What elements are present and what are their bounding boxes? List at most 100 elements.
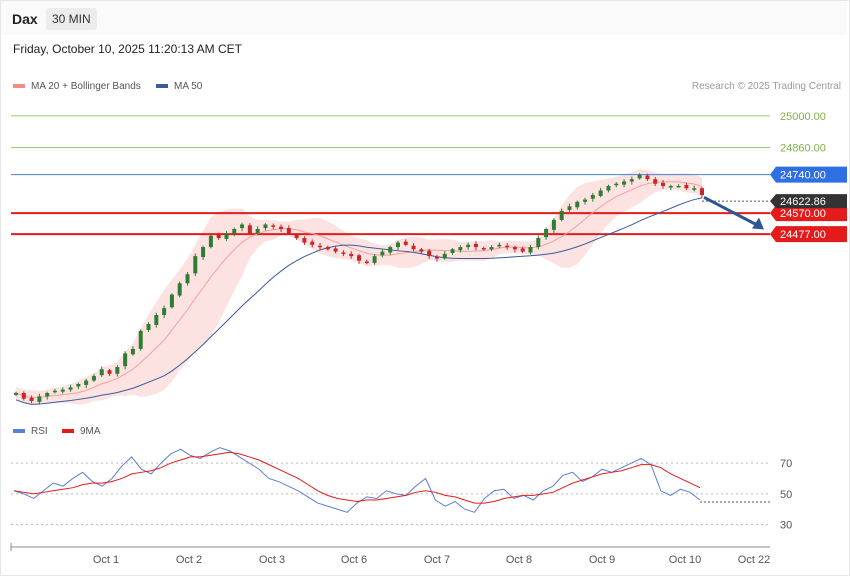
candle-body: [232, 228, 237, 234]
level-tag-24740.00: [770, 166, 847, 183]
candle-body: [512, 247, 517, 250]
x-tick-label: Oct 10: [669, 554, 701, 566]
ticker-label: Dax: [12, 11, 38, 27]
candle-body: [575, 201, 580, 208]
candle-body: [692, 188, 697, 190]
candle-body: [99, 369, 104, 376]
level-tag-24570.00: [770, 205, 847, 222]
candle-body: [505, 245, 510, 248]
candle-body: [341, 252, 346, 255]
x-tick-label: Oct 9: [589, 554, 615, 566]
candle-body: [37, 396, 42, 402]
candle-body: [661, 182, 666, 186]
candle-body: [403, 241, 408, 245]
candle-body: [427, 250, 432, 257]
x-tick-label: Oct 2: [176, 554, 202, 566]
candle-body: [294, 234, 299, 239]
x-tick-label: Oct 8: [506, 554, 532, 566]
candle-body: [419, 249, 424, 252]
ma50-line: [15, 197, 703, 405]
candle-body: [169, 294, 174, 308]
candle-body: [333, 248, 338, 252]
candle-body: [84, 380, 89, 385]
candle-body: [193, 256, 198, 274]
top-bar: Dax 30 MIN: [1, 1, 847, 35]
legend-label: 9MA: [80, 426, 101, 437]
ma20-line: [15, 181, 703, 399]
candle-body: [357, 255, 361, 261]
candle-body: [458, 247, 463, 251]
candle-body: [216, 234, 221, 239]
candle-body: [395, 242, 400, 248]
candle-body: [497, 244, 502, 247]
candle-body: [45, 393, 50, 397]
candle-body: [473, 243, 478, 248]
candle-body: [481, 247, 486, 250]
candle-body: [318, 245, 323, 248]
candle-body: [21, 393, 26, 399]
copyright-label: Research © 2025 Trading Central: [691, 81, 841, 92]
x-tick-label: Oct 7: [424, 554, 450, 566]
candle-body: [411, 245, 416, 250]
candle-body: [528, 247, 533, 253]
datetime-label: Friday, October 10, 2025 11:20:13 AM CET: [13, 42, 243, 56]
candle-body: [286, 228, 291, 234]
level-label-24740.00: 24740.00: [780, 170, 826, 182]
level-tag-24477.00: [770, 226, 847, 243]
candle-body: [598, 190, 603, 196]
candle-body: [614, 183, 619, 186]
candle-body: [520, 248, 525, 252]
candle-body: [162, 308, 167, 315]
legend-item-ma50: MA 50: [156, 81, 202, 92]
level-label-25000.00: 25000.00: [780, 111, 826, 123]
candle-body: [583, 199, 588, 202]
candle-body: [434, 257, 439, 259]
candle-body: [185, 274, 190, 284]
candle-body: [567, 206, 572, 210]
candle-body: [146, 324, 151, 330]
ma50-swatch: [156, 84, 168, 89]
candle-body: [372, 256, 377, 263]
last-price-tag: [770, 194, 847, 209]
candle-body: [263, 224, 268, 229]
candle-body: [138, 330, 143, 349]
candle-body: [271, 225, 276, 227]
candle-body: [489, 247, 494, 250]
candle-body: [115, 367, 120, 374]
ma20-swatch: [13, 84, 25, 89]
candle-body: [76, 383, 81, 387]
x-tick-label: Oct 22: [738, 554, 770, 566]
candle-body: [544, 228, 549, 238]
legend-label: MA 50: [174, 81, 203, 92]
candle-body: [247, 225, 252, 234]
candle-body: [606, 185, 611, 191]
candle-body: [224, 233, 229, 239]
candle-body: [154, 314, 159, 325]
x-tick-label: Oct 1: [93, 554, 119, 566]
legend-label: MA 20 + Bollinger Bands: [31, 81, 141, 92]
candle-body: [676, 185, 681, 188]
candle-body: [201, 247, 206, 258]
bollinger-band: [16, 169, 702, 405]
x-tick-label: Oct 6: [341, 554, 367, 566]
candle-body: [645, 175, 650, 180]
candle-body: [52, 390, 57, 393]
interval-button[interactable]: 30 MIN: [46, 8, 97, 30]
candle-body: [279, 226, 284, 229]
candle-body: [208, 235, 213, 248]
candle-body: [91, 376, 96, 381]
forecast-arrow-head: [752, 217, 764, 230]
rsi-ma-swatch: [62, 429, 74, 434]
forecast-arrow: [703, 195, 759, 227]
legend-item-rsi: RSI: [13, 426, 48, 437]
candle-body: [364, 261, 369, 264]
candle-body: [442, 253, 447, 259]
candle-body: [629, 179, 634, 182]
candle-body: [668, 185, 673, 188]
rsi-swatch: [13, 429, 25, 434]
rsi-line: [13, 447, 701, 513]
candle-body: [622, 181, 627, 185]
candle-body: [637, 174, 642, 179]
level-label-24570.00: 24570.00: [780, 208, 826, 220]
